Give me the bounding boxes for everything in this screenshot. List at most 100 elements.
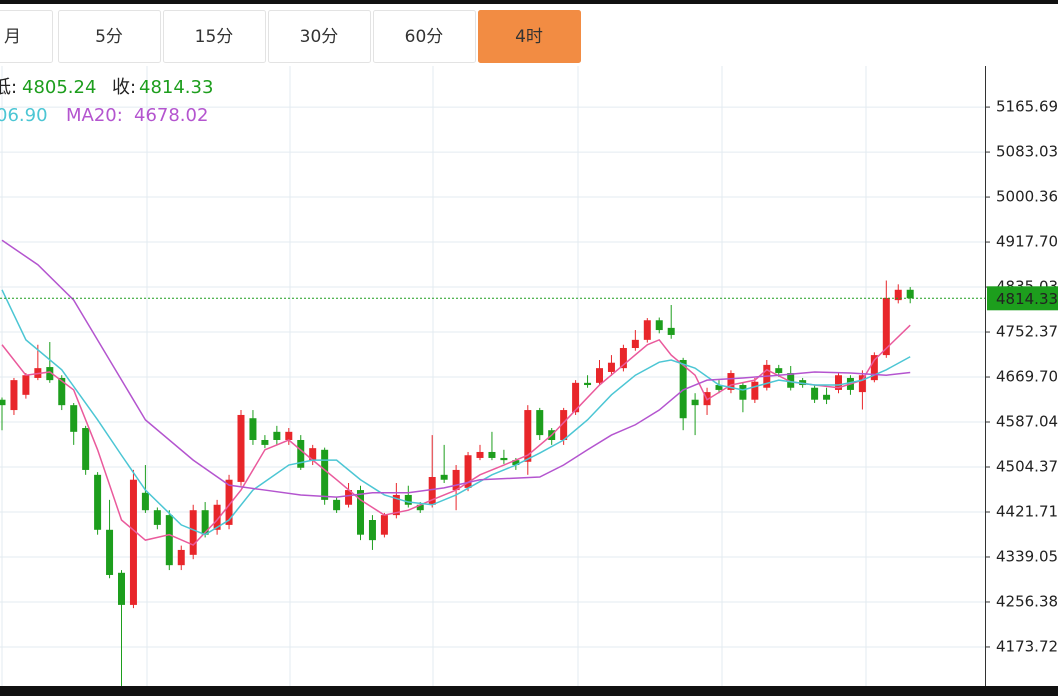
tab-label[interactable]: 15分 [195, 27, 234, 47]
candle-body [106, 529, 114, 575]
candle-body [906, 289, 914, 299]
y-tick-label: 4669.70 [996, 368, 1058, 386]
candle-body [94, 474, 102, 530]
candle-body [835, 375, 842, 390]
candle-body [297, 439, 305, 468]
candle-body [201, 510, 209, 535]
candle-body [118, 572, 125, 605]
ma-line [1, 289, 911, 536]
low-value: 4805.24 [22, 77, 96, 98]
candle-body [560, 410, 568, 440]
candle-body [237, 414, 245, 482]
ma20-label: MA20: [66, 105, 123, 126]
close-label: 收: [112, 77, 136, 98]
candle-body [787, 373, 795, 388]
candle-body [715, 385, 723, 390]
candle-body [225, 479, 233, 525]
candle-body [452, 469, 460, 491]
tab[interactable] [478, 10, 581, 63]
candle-body [631, 339, 639, 349]
close-value: 4814.33 [139, 77, 213, 98]
candle-body [488, 451, 496, 458]
tab-label[interactable]: 5分 [95, 27, 123, 47]
candle-body [0, 399, 6, 406]
candle-body [727, 373, 735, 390]
candle-body [249, 418, 257, 440]
tab[interactable] [58, 10, 161, 63]
candle-body [428, 477, 436, 505]
tab[interactable] [163, 10, 266, 63]
readout: 低: 4805.24 收: 4814.33 06.90 MA20: 4678.0… [0, 77, 213, 126]
ma20-value: 4678.02 [134, 105, 208, 126]
candle-body [572, 382, 580, 413]
candle-body [536, 410, 544, 436]
y-tick-label: 5165.69 [996, 98, 1058, 116]
candle-body [476, 451, 484, 458]
y-tick-label: 4752.37 [996, 323, 1058, 341]
candle-body [775, 368, 783, 374]
candle-body [153, 510, 161, 525]
candle-body [285, 431, 293, 440]
candle-body [368, 520, 376, 541]
candle-body [10, 380, 18, 411]
candle-body [679, 359, 687, 419]
candle-body [440, 474, 448, 480]
y-tick-label: 4173.72 [996, 637, 1058, 655]
candle-body [739, 385, 747, 400]
candle-body [584, 382, 592, 386]
tab[interactable] [268, 10, 371, 63]
candle-body [213, 504, 221, 530]
y-tick-label: 5000.36 [996, 188, 1058, 206]
candle-body [882, 297, 890, 356]
y-tick-label: 4339.05 [996, 547, 1058, 565]
tab-label[interactable]: 60分 [405, 27, 444, 47]
y-tick-label: 4587.04 [996, 413, 1058, 431]
candle-body [129, 479, 137, 605]
plot [0, 239, 985, 686]
candle-body [165, 515, 173, 566]
tab[interactable] [0, 10, 53, 63]
candle-body [464, 455, 472, 488]
y-tick-label: 4256.38 [996, 592, 1058, 610]
candle-body [357, 490, 364, 535]
candle-body [309, 448, 317, 461]
ma-line [1, 239, 911, 498]
candle-body [596, 368, 603, 383]
bottom-edge [0, 686, 1058, 696]
candle-body [416, 504, 424, 511]
candle-body [619, 348, 627, 369]
candle-body [58, 377, 66, 406]
y-tick-label: 4917.70 [996, 233, 1058, 251]
candle-body [189, 510, 197, 555]
candle-body [751, 381, 759, 400]
candle-body [392, 494, 400, 516]
candle-body [870, 355, 878, 381]
candle-body [321, 449, 329, 500]
candle-body [823, 394, 831, 400]
candle-body [607, 362, 615, 372]
candle-body [82, 428, 90, 470]
tab[interactable] [373, 10, 476, 63]
candle-body [524, 410, 532, 462]
y-tick-label: 4421.71 [996, 502, 1058, 520]
tab-label[interactable]: 4时 [515, 27, 543, 47]
tab-label[interactable]: 月 [4, 27, 21, 47]
candle-body [643, 320, 651, 340]
last-price-tag [987, 286, 1058, 311]
tabs: 月 5分 15分 30分 60分 4时 [0, 10, 581, 63]
candle-body [261, 439, 269, 445]
candle-body [273, 431, 281, 440]
y-tick-label: 4504.37 [996, 458, 1058, 476]
candle-body [512, 460, 520, 466]
candle-body [691, 399, 699, 406]
candle-body [811, 387, 819, 400]
candle-body [404, 494, 412, 505]
ma10-value: 06.90 [0, 105, 48, 126]
candle-body [22, 375, 30, 395]
tab-label[interactable]: 30分 [300, 27, 339, 47]
candle-body [858, 375, 866, 393]
low-label: 低: [0, 77, 17, 98]
last-price-label: 4814.33 [996, 290, 1058, 308]
